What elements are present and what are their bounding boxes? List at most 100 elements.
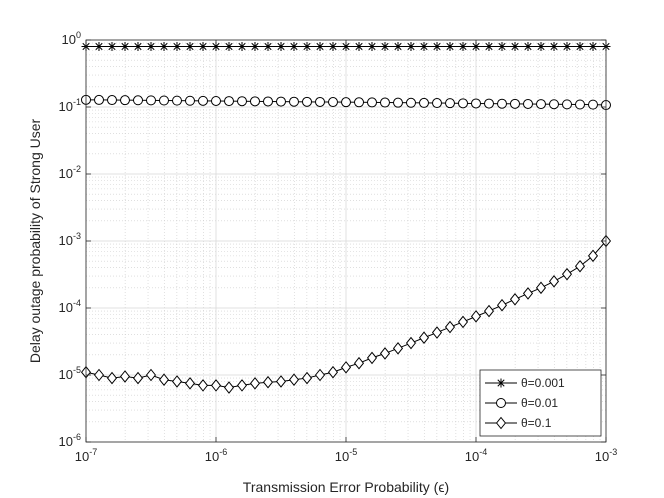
x-tick-label: 10-7 [75,447,97,464]
data-point [224,41,234,51]
data-point [288,96,299,107]
legend: θ=0.001 θ=0.01 θ=0.1 [479,369,602,437]
data-point [367,41,377,51]
tick-labels: 10-7 10-6 10-5 10-4 10-310010-110-210-310-41… [59,30,618,464]
data-point [457,98,468,109]
data-point [354,41,364,51]
y-tick-label: 10-1 [59,97,81,114]
data-point [535,281,547,295]
legend-marker [496,378,506,388]
data-point [185,41,195,51]
data-point [536,41,546,51]
data-point [379,97,390,108]
data-point [159,41,169,51]
data-point [224,96,235,107]
series-2 [81,94,611,111]
data-point [432,98,443,109]
y-tick-label: 100 [62,30,81,47]
data-point [120,41,130,51]
data-point [418,331,430,345]
data-point [535,99,546,110]
data-point [431,326,443,339]
data-point [288,373,300,387]
y-axis-label: Delay outage probability of Strong User [27,118,43,363]
x-tick-label: 10-3 [595,447,617,464]
data-point [133,95,144,106]
data-point [301,371,313,385]
data-point [523,41,533,51]
data-point [406,41,416,51]
data-point [432,41,442,51]
data-point [93,368,105,382]
data-point [341,97,351,108]
data-point [158,95,169,106]
data-point [457,315,469,329]
data-point [211,95,221,106]
data-point [262,375,274,389]
data-point [497,98,508,109]
data-point [250,41,260,51]
data-point [484,41,494,51]
y-tick-label: 10-5 [59,365,81,382]
data-point [172,41,182,51]
data-point [119,95,130,106]
legend-entry: θ=0.01 [485,396,558,410]
y-tick-label: 10-3 [59,231,81,248]
data-point [249,96,260,107]
data-point [107,41,117,51]
legend-marker [495,416,507,430]
data-point [289,41,299,51]
data-point [353,356,365,370]
x-tick-label: 10-6 [205,447,227,464]
data-point [315,41,325,51]
data-point [380,41,390,51]
data-point [276,41,286,51]
data-point [587,249,599,263]
data-point [393,97,404,108]
data-point [588,41,598,51]
data-point [496,298,508,312]
x-axis-label: Transmission Error Probability (ϵ) [243,479,449,495]
legend-label: θ=0.1 [521,416,552,430]
data-point [145,95,156,106]
data-point [497,41,507,51]
series-3 [80,234,612,394]
data-point [223,381,235,394]
y-tick-label: 10-4 [59,298,81,315]
data-point [549,41,559,51]
data-point [392,342,404,355]
data-point [249,377,261,390]
data-point [405,97,416,108]
data-point [587,99,598,110]
data-point [94,94,105,105]
data-point [119,370,131,383]
data-point [510,41,520,51]
data-point [548,275,560,288]
data-point [445,98,456,109]
legend-entry: θ=0.001 [485,376,565,390]
data-point [197,95,208,106]
data-point [171,375,183,388]
data-point [562,41,572,51]
data-point [509,292,521,306]
tick-marks [85,39,607,443]
data-point [146,41,156,51]
data-point [574,259,586,273]
data-point [184,377,196,390]
data-point [185,95,196,106]
data-point [263,41,273,51]
data-point [483,304,495,318]
y-tick-label: 10-6 [59,432,81,449]
data-point [106,371,118,385]
data-point [340,361,352,374]
legend-entry: θ=0.1 [485,416,552,430]
data-point [367,97,378,108]
data-point [575,41,585,51]
data-point [523,98,534,109]
data-point [327,365,339,379]
legend-marker [496,398,506,408]
data-point [210,379,222,392]
data-point [445,41,455,51]
data-point [237,41,247,51]
data-point [315,96,326,107]
